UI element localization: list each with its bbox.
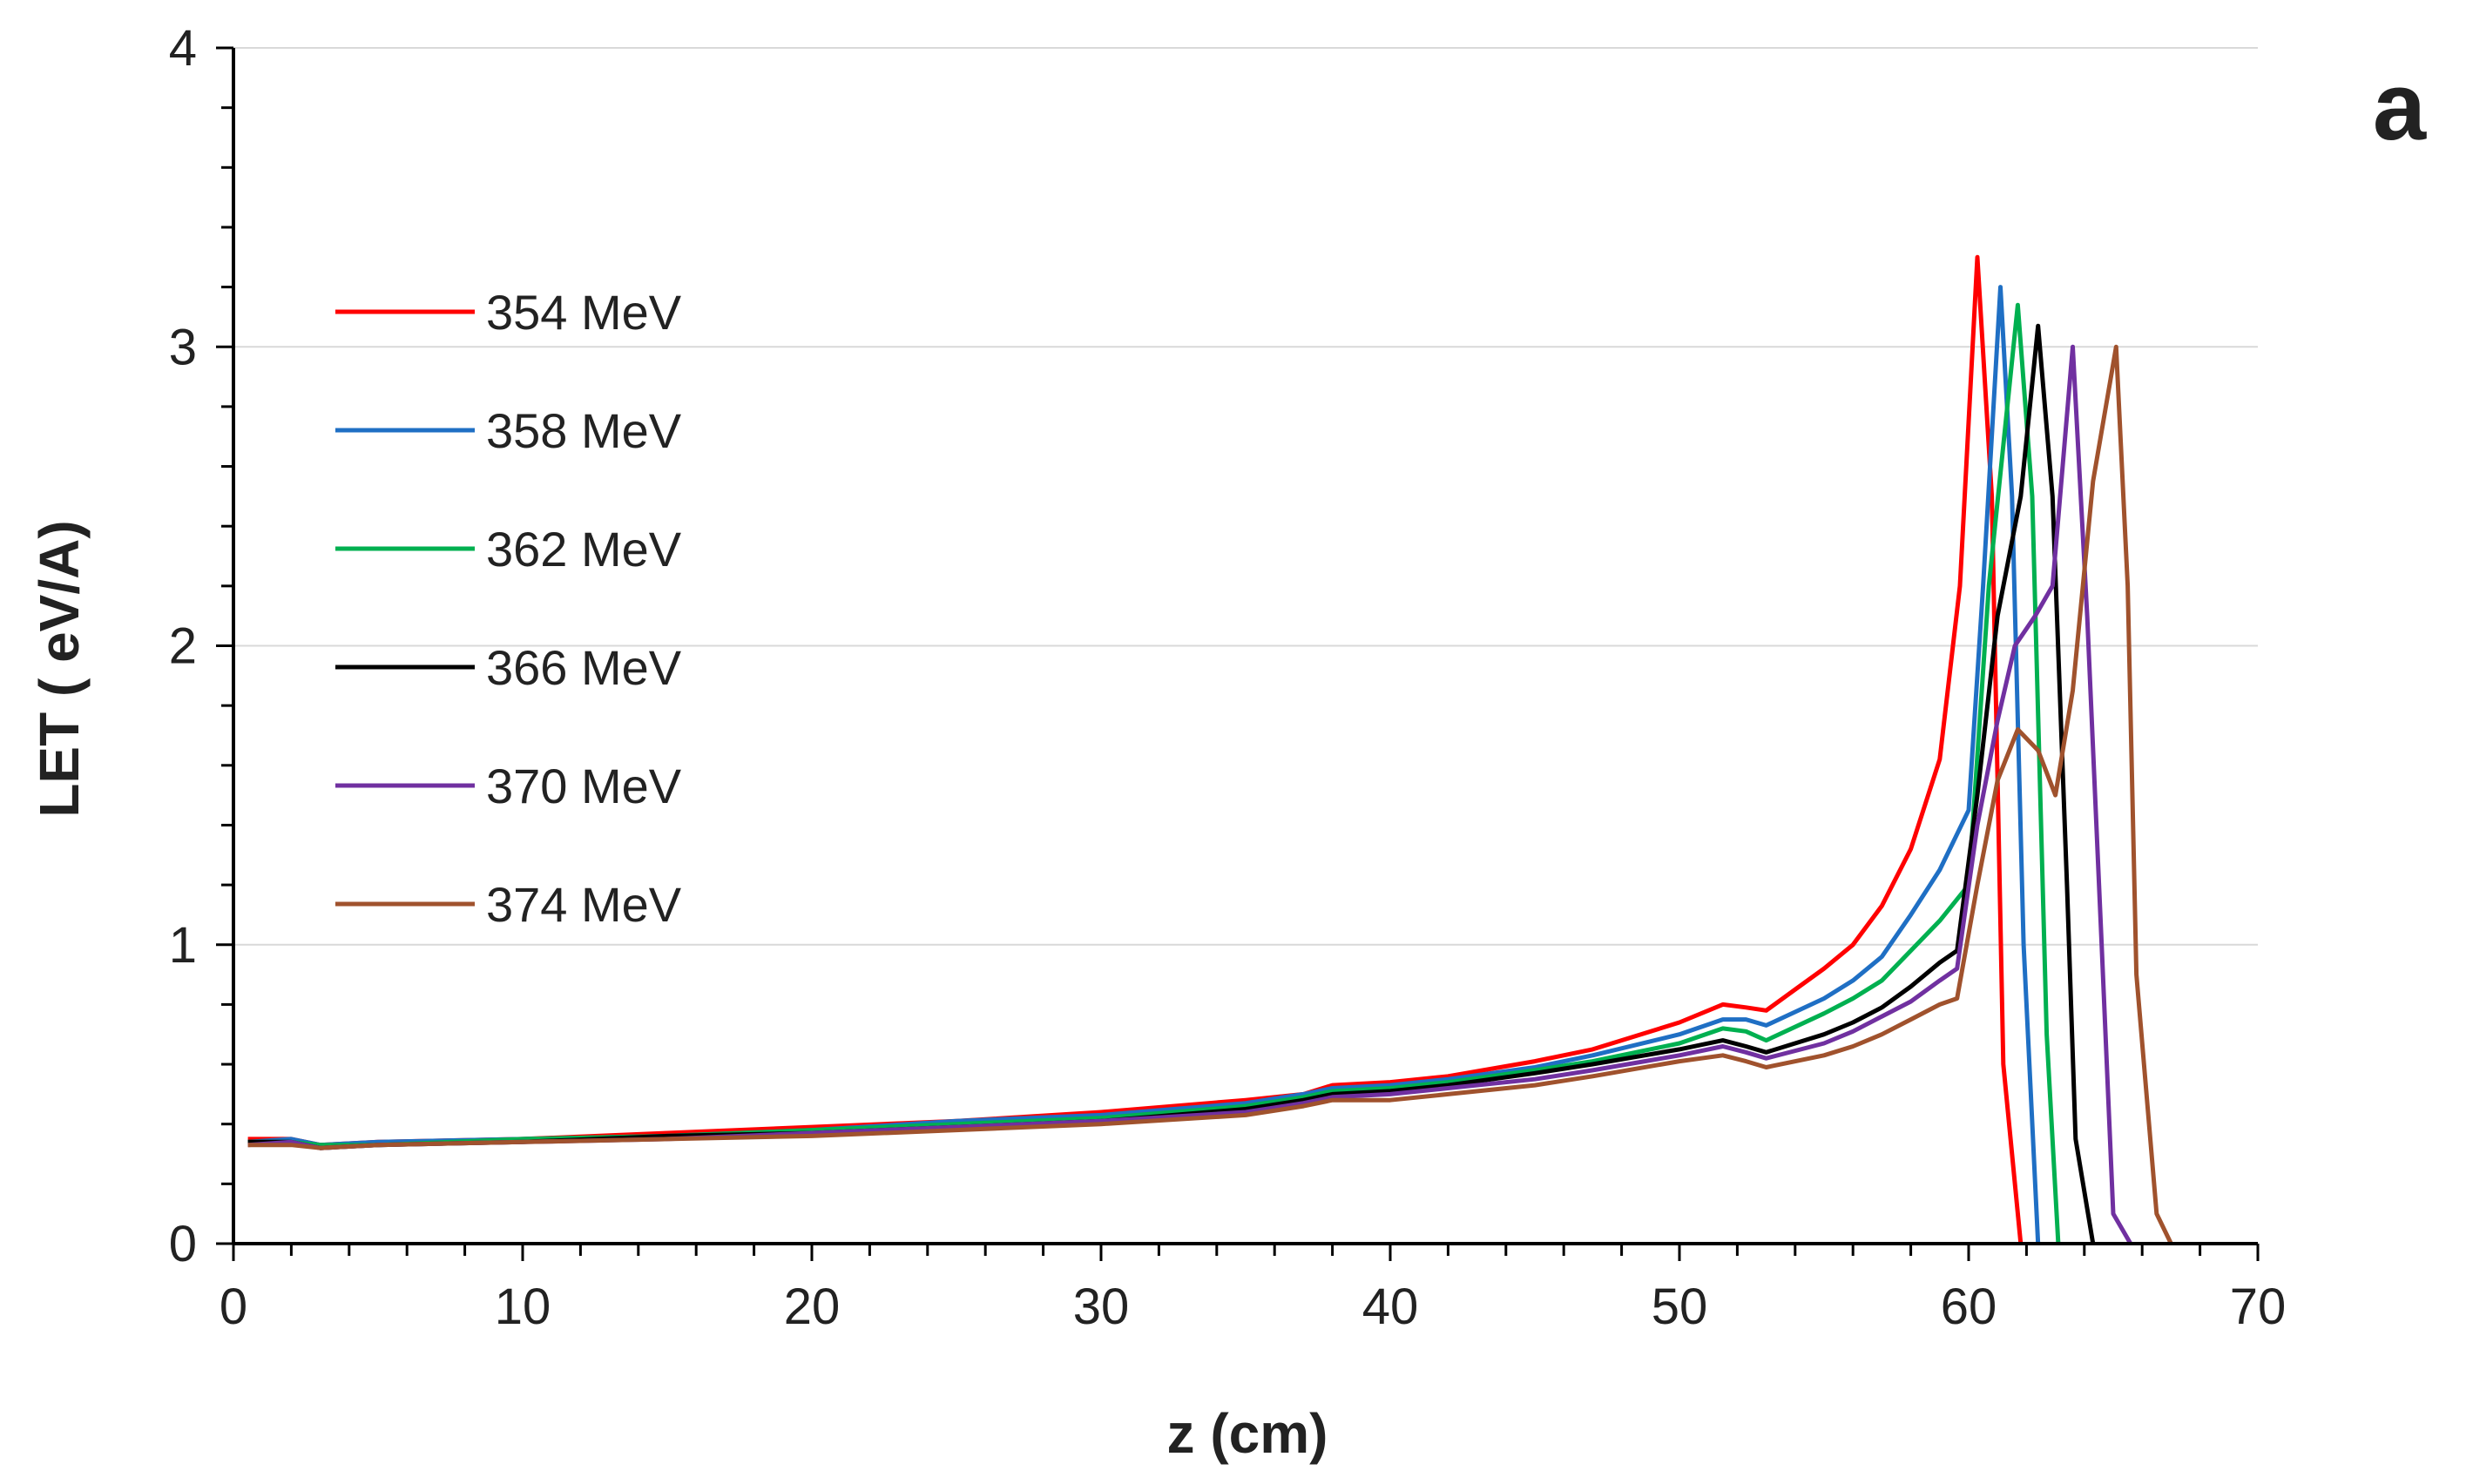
y-tick-label: 3: [169, 319, 197, 375]
x-tick-label: 50: [1652, 1278, 1708, 1335]
x-tick-label: 20: [784, 1278, 841, 1335]
series-layer: [247, 254, 2173, 1245]
series-line-354-mev: [247, 254, 2024, 1245]
y-tick-label: 0: [169, 1216, 197, 1272]
x-tick-label: 30: [1073, 1278, 1130, 1335]
legend-label: 366 MeV: [486, 640, 682, 695]
legend-label: 374 MeV: [486, 877, 682, 932]
y-tick-label: 2: [169, 618, 197, 675]
x-tick-label: 10: [495, 1278, 551, 1335]
legend-label: 362 MeV: [486, 522, 682, 577]
series-line-370-mev: [247, 344, 2133, 1245]
y-axis-title: LET ( eV/A): [28, 520, 91, 817]
y-tick-label: 1: [169, 917, 197, 974]
grid: [233, 47, 2258, 946]
series-line-374-mev: [247, 344, 2173, 1245]
x-tick-label: 70: [2230, 1278, 2287, 1335]
y-tick-label: 4: [169, 20, 197, 77]
legend-label: 358 MeV: [486, 403, 682, 458]
legend: 354 MeV 358 MeV 362 MeV 366 MeV 370 MeV 374 M…: [335, 285, 682, 932]
x-tick-label: 60: [1941, 1278, 1997, 1335]
panel-label: a: [2373, 53, 2427, 160]
x-axis-title: z (cm): [1167, 1402, 1328, 1465]
legend-label: 370 MeV: [486, 759, 682, 813]
x-tick-label: 40: [1362, 1278, 1419, 1335]
x-tick-label: 0: [220, 1278, 247, 1335]
ticks: 0 10 20 30 40 50 60 70 0 1 2 3 4: [169, 20, 2287, 1335]
legend-label: 354 MeV: [486, 285, 682, 340]
